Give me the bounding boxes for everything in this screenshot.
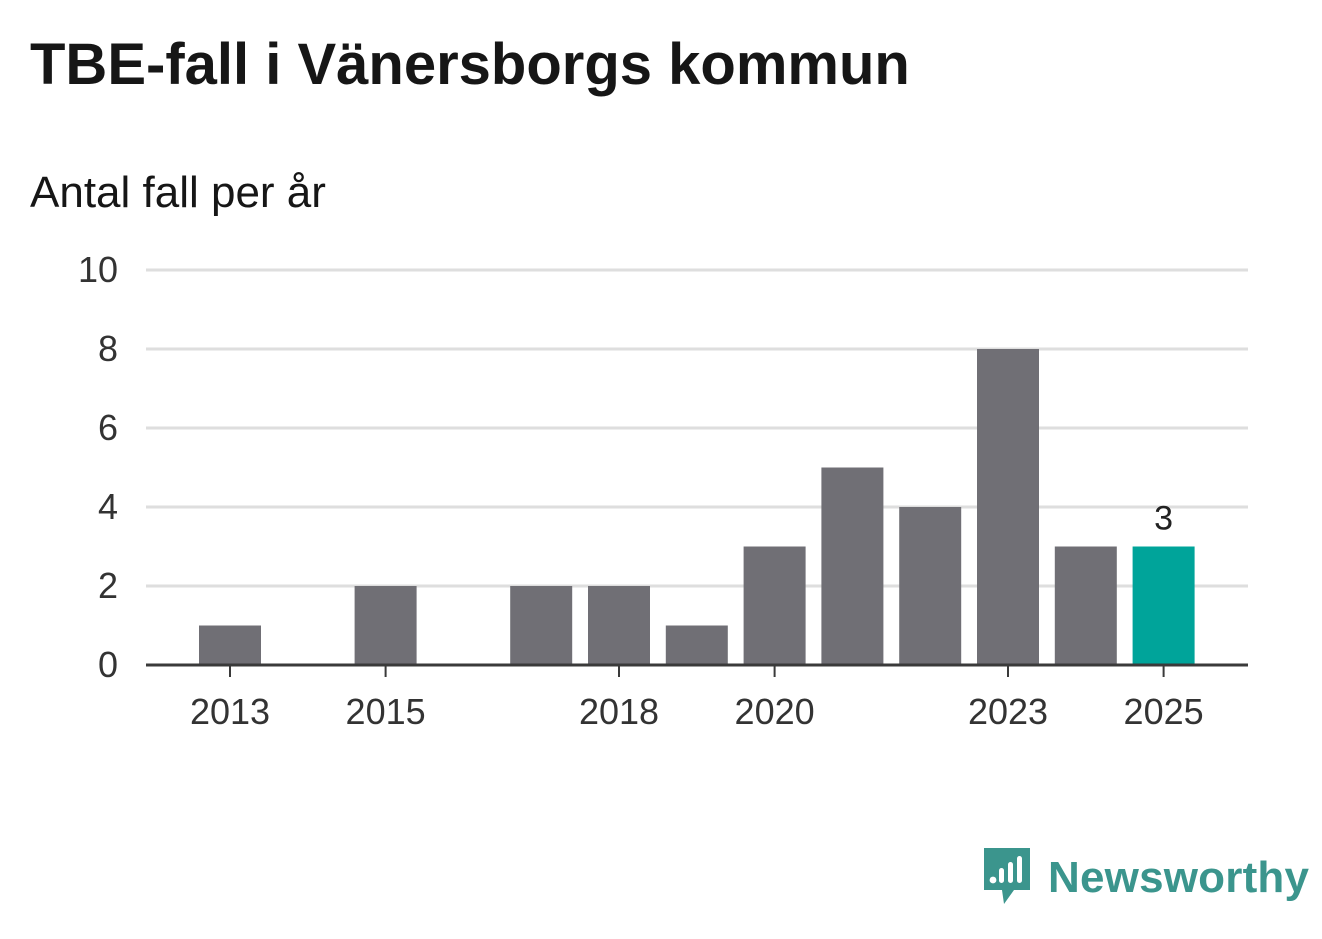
x-tick-label: 2018 xyxy=(579,691,659,732)
bar-2021 xyxy=(821,467,884,665)
bar-2020 xyxy=(743,546,806,665)
y-tick-label: 8 xyxy=(98,328,118,369)
value-labels: 3 xyxy=(1154,500,1173,538)
y-tick-label: 2 xyxy=(98,565,118,606)
y-tick-label: 4 xyxy=(98,486,118,527)
brand-name: Newsworthy xyxy=(1048,853,1310,902)
bar-2022 xyxy=(899,507,962,665)
x-tick-label: 2020 xyxy=(735,691,815,732)
x-axis-ticks: 2013 2015 2018 2020 2023 2025 xyxy=(190,665,1204,732)
bar-2018 xyxy=(588,586,650,665)
bars xyxy=(199,349,1195,665)
y-tick-label: 10 xyxy=(78,249,118,290)
x-tick-label: 2013 xyxy=(190,691,270,732)
x-tick-label: 2015 xyxy=(346,691,426,732)
bar-2019 xyxy=(665,625,728,665)
bar-2023 xyxy=(977,349,1039,665)
value-label: 3 xyxy=(1154,500,1173,538)
bar-2025 xyxy=(1132,546,1195,665)
chart-title: TBE-fall i Vänersborgs kommun xyxy=(30,32,910,97)
bar-2017 xyxy=(510,586,573,665)
y-tick-label: 0 xyxy=(98,644,118,685)
x-tick-label: 2025 xyxy=(1124,691,1204,732)
newsworthy-logo-icon xyxy=(984,848,1030,904)
gridlines xyxy=(146,268,1248,588)
x-tick-label: 2023 xyxy=(968,691,1048,732)
bar-2024 xyxy=(1054,546,1117,665)
chart-subtitle: Antal fall per år xyxy=(30,168,326,217)
y-tick-label: 6 xyxy=(98,407,118,448)
bar-2015 xyxy=(354,586,417,665)
bar-2013 xyxy=(199,625,261,665)
y-axis-ticks: 0 2 4 6 8 10 xyxy=(78,249,118,685)
newsworthy-logo: Newsworthy xyxy=(980,846,1309,910)
